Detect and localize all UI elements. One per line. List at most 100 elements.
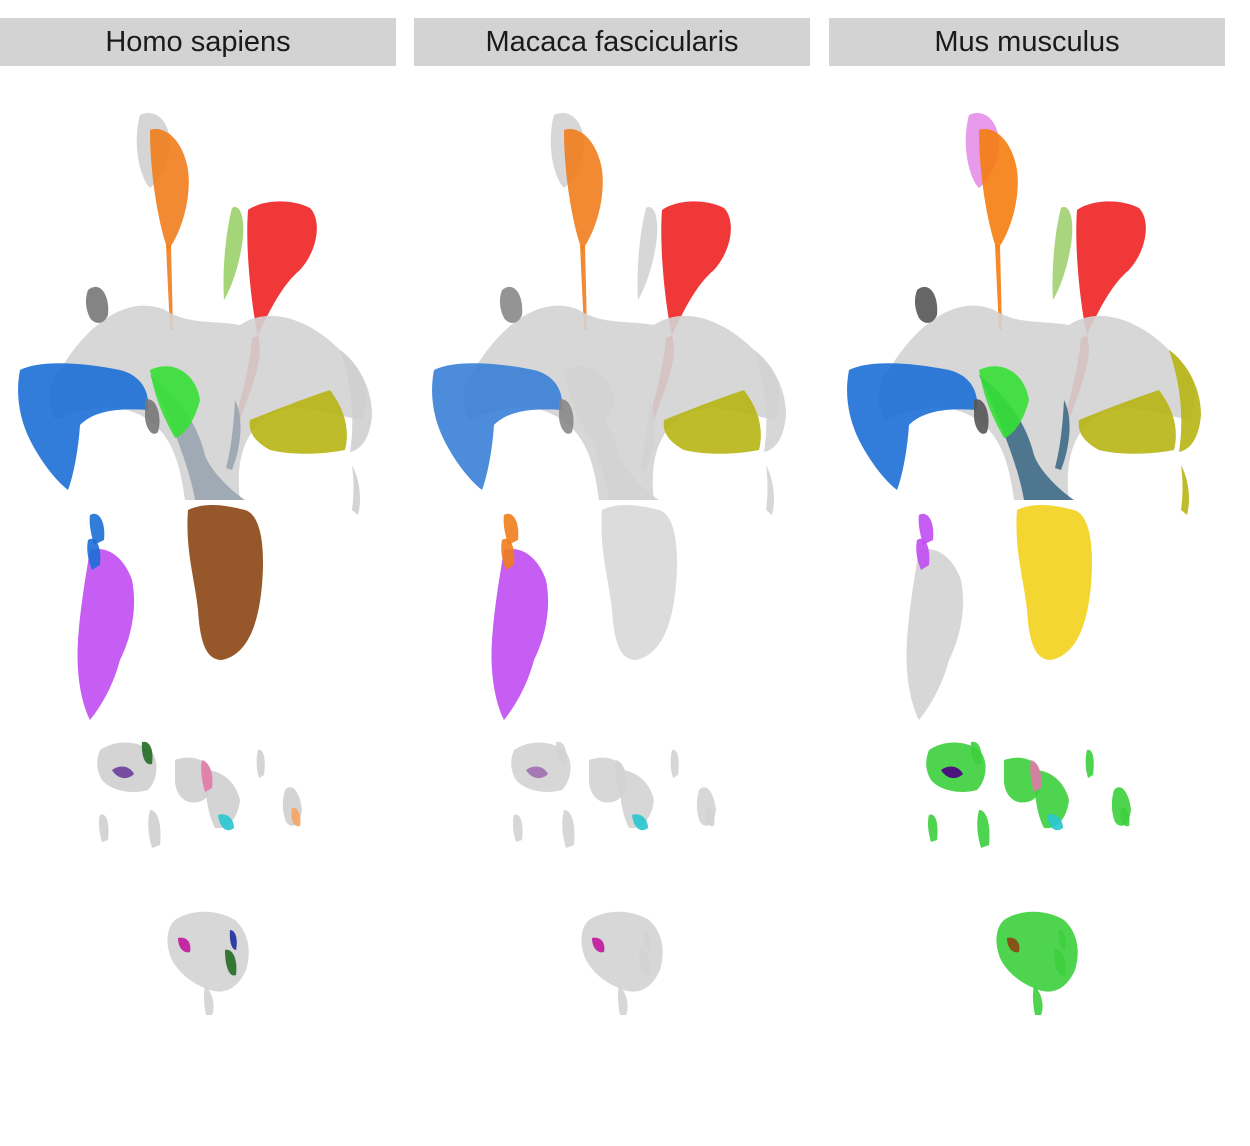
cluster-region	[619, 770, 654, 829]
cluster-region	[918, 513, 934, 545]
cluster-region	[555, 741, 567, 765]
cluster-bottom-marks-c	[178, 937, 191, 953]
cluster-small-marks-d	[941, 766, 963, 779]
cluster-region	[1047, 814, 1063, 831]
cluster-region	[941, 766, 963, 779]
cluster-region	[511, 742, 571, 792]
cluster-left-cap	[499, 286, 574, 434]
cluster-lower-left	[906, 549, 964, 720]
cluster-region	[1055, 400, 1070, 470]
cluster-small-islands	[97, 742, 302, 848]
cluster-region	[979, 366, 1029, 438]
cluster-region	[637, 207, 658, 300]
cluster-left-arm	[432, 363, 563, 490]
cluster-region	[187, 505, 264, 660]
cluster-region	[150, 129, 189, 250]
cluster-region	[559, 399, 574, 434]
cluster-lower-left-tip	[87, 513, 105, 570]
umap-scatter-plot	[847, 112, 1201, 1015]
cluster-bottom-marks-b	[643, 930, 651, 950]
cluster-region	[1169, 350, 1201, 452]
cluster-region	[979, 129, 1018, 250]
cluster-region	[1085, 749, 1094, 778]
facet-strip-label: Mus musculus	[829, 18, 1225, 66]
cluster-top-stripe	[564, 129, 603, 330]
cluster-small-marks-c	[970, 741, 982, 765]
cluster-region	[205, 770, 240, 829]
cluster-region	[87, 538, 101, 570]
cluster-region	[977, 810, 990, 848]
umap-scatter-plot	[18, 112, 372, 1015]
cluster-region	[218, 814, 234, 831]
facet-strip-label: Macaca fascicularis	[414, 18, 810, 66]
cluster-bottom-marks-b	[1058, 930, 1066, 950]
cluster-region	[150, 366, 200, 438]
cluster-region	[1054, 949, 1066, 976]
cluster-region	[145, 399, 160, 434]
cluster-region	[352, 465, 360, 515]
facet-panel-mus-musculus: Mus musculus	[829, 0, 1225, 1146]
cluster-region	[512, 814, 523, 842]
cluster-bottom-marks-a	[225, 949, 237, 976]
cluster-region	[916, 538, 930, 570]
cluster-region	[463, 305, 780, 500]
cluster-left-cap	[914, 286, 989, 434]
cluster-region	[77, 549, 135, 720]
cluster-bottom-marks-c	[592, 937, 605, 953]
cluster-region	[1120, 807, 1130, 827]
cluster-small-marks-d	[526, 766, 548, 779]
cluster-region	[223, 207, 244, 300]
cluster-region	[526, 766, 548, 779]
cluster-lower-center	[601, 505, 678, 660]
cluster-small-islands	[511, 742, 716, 848]
facet-panel-homo-sapiens: Homo sapiens	[0, 0, 396, 1146]
cluster-lower-center	[187, 505, 264, 660]
cluster-top-stripe	[150, 129, 189, 330]
cluster-region	[914, 286, 938, 323]
cluster-right-arm	[249, 390, 347, 454]
cluster-region	[201, 760, 213, 792]
cluster-small-marks-a	[1030, 760, 1042, 792]
cluster-region	[639, 949, 651, 976]
cluster-bottom-island	[167, 911, 249, 1015]
cluster-region	[996, 911, 1078, 992]
facet-panel-macaca-fascicularis: Macaca fascicularis	[414, 0, 810, 1146]
cluster-region	[97, 742, 157, 792]
cluster-region	[98, 814, 109, 842]
cluster-region	[974, 399, 989, 434]
cluster-region	[617, 985, 628, 1015]
cluster-region	[49, 305, 366, 500]
cluster-bottom-island	[581, 911, 663, 1015]
cluster-right-arm	[663, 390, 761, 454]
cluster-region	[1058, 930, 1066, 950]
cluster-lower-left	[77, 549, 135, 720]
cluster-small-marks-b	[218, 814, 234, 831]
cluster-lower-left	[491, 549, 549, 720]
cluster-small-marks-c	[141, 741, 153, 765]
cluster-region	[1032, 985, 1043, 1015]
cluster-small-marks-b	[1047, 814, 1063, 831]
cluster-region	[256, 749, 265, 778]
cluster-region	[432, 363, 563, 490]
cluster-region	[1076, 201, 1146, 335]
cluster-mid-green	[979, 366, 1029, 438]
cluster-lower-left-tip	[501, 513, 519, 570]
cluster-region	[580, 245, 587, 330]
cluster-small-marks-b	[632, 814, 648, 831]
cluster-lower-left-tip	[916, 513, 934, 570]
cluster-region	[226, 400, 241, 470]
cluster-left-arm	[18, 363, 149, 490]
cluster-right-arm	[1078, 390, 1176, 454]
cluster-bottom-marks-a	[639, 949, 651, 976]
cluster-small-marks-c	[555, 741, 567, 765]
cluster-region	[766, 465, 774, 515]
cluster-small-marks-e	[291, 807, 301, 827]
cluster-region	[878, 305, 1195, 500]
cluster-left-arm	[847, 363, 978, 490]
cluster-region	[705, 807, 715, 827]
cluster-center-web	[463, 305, 780, 500]
cluster-green-left	[223, 207, 244, 300]
cluster-small-islands	[926, 742, 1131, 848]
cluster-region	[661, 201, 731, 335]
cluster-region	[249, 390, 347, 454]
